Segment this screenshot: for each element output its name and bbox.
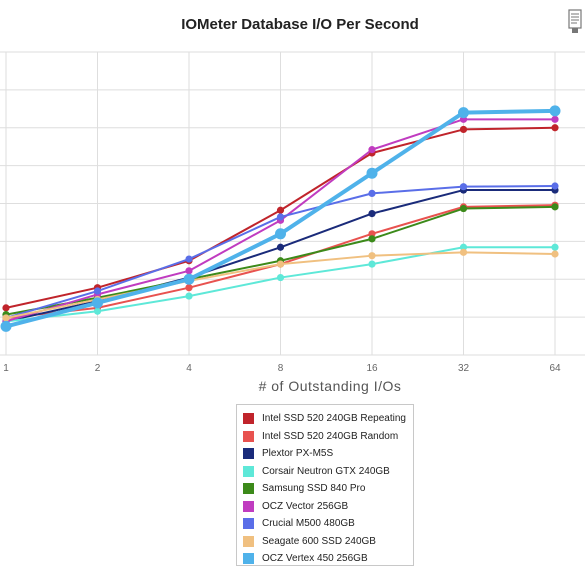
data-point	[458, 107, 469, 119]
data-point	[185, 292, 193, 300]
x-tick-labels: 1 2 4 8 16 32 64	[3, 363, 561, 374]
data-point	[368, 146, 376, 154]
chart-title: IOMeter Database I/O Per Second	[181, 16, 419, 33]
legend-swatch	[243, 413, 254, 425]
x-tick-label: 8	[278, 363, 284, 374]
data-point	[551, 203, 559, 211]
legend-item: Samsung SSD 840 Pro	[237, 480, 413, 498]
data-point	[185, 267, 193, 275]
data-point	[0, 320, 12, 332]
legend-item: Plextor PX-M5S	[237, 445, 413, 463]
data-point	[185, 284, 193, 292]
data-point	[93, 287, 102, 295]
data-point	[2, 314, 10, 322]
data-point	[551, 243, 559, 251]
legend-label: Corsair Neutron GTX 240GB	[262, 465, 390, 477]
data-point	[459, 204, 468, 213]
legend-label: OCZ Vector 256GB	[262, 500, 349, 512]
legend-label: OCZ Vertex 450 256GB	[262, 553, 368, 565]
data-point	[368, 260, 376, 268]
data-point	[459, 125, 468, 134]
chart-plot: 1 2 4 8 16 32 64	[0, 51, 585, 374]
legend-swatch	[243, 430, 254, 442]
data-point	[183, 273, 195, 285]
legend-label: Seagate 600 SSD 240GB	[262, 535, 376, 547]
data-point	[459, 243, 468, 251]
data-point	[276, 243, 285, 251]
data-point	[276, 260, 285, 268]
data-point	[276, 206, 285, 214]
legend-label: Crucial M500 480GB	[262, 518, 355, 530]
x-tick-label: 1	[3, 363, 9, 374]
legend: Intel SSD 520 240GB Repeating Intel SSD 5…	[236, 404, 414, 566]
data-point	[368, 210, 376, 218]
x-axis-label: # of Outstanding I/Os	[258, 378, 402, 394]
legend-label: Intel SSD 520 240GB Random	[262, 430, 399, 442]
legend-item: Seagate 600 SSD 240GB	[237, 533, 413, 551]
legend-label: Intel SSD 520 240GB Repeating	[262, 413, 406, 425]
data-point	[459, 248, 468, 256]
data-point	[366, 167, 378, 179]
legend-swatch	[243, 483, 254, 495]
data-point	[368, 189, 376, 197]
data-point	[276, 213, 285, 221]
data-point	[551, 182, 559, 190]
data-point	[276, 273, 285, 282]
series-8	[0, 105, 561, 332]
x-tick-label: 16	[366, 363, 378, 374]
legend-item: Crucial M500 480GB	[237, 515, 413, 533]
data-point	[92, 297, 103, 309]
legend-label: Plextor PX-M5S	[262, 448, 334, 460]
legend-swatch	[243, 465, 254, 477]
data-point	[459, 183, 468, 191]
legend-item: Intel SSD 520 240GB Random	[237, 428, 413, 446]
data-point	[93, 307, 102, 315]
x-tick-label: 64	[549, 363, 561, 374]
data-point	[551, 124, 559, 132]
x-tick-label: 4	[186, 363, 192, 374]
data-point	[185, 255, 193, 263]
data-point	[2, 304, 10, 312]
x-tick-label: 32	[458, 363, 470, 374]
legend-swatch	[243, 448, 254, 460]
data-point	[368, 252, 376, 260]
legend-swatch	[243, 500, 254, 512]
series-lines	[0, 105, 561, 332]
site-logo	[568, 9, 582, 33]
legend-item: Intel SSD 520 240GB Repeating	[237, 410, 413, 428]
legend-swatch	[243, 553, 254, 565]
legend-swatch	[243, 535, 254, 547]
legend-item: Corsair Neutron GTX 240GB	[237, 463, 413, 481]
legend-item: OCZ Vertex 450 256GB	[237, 550, 413, 568]
data-point	[551, 250, 559, 258]
data-point	[368, 235, 376, 243]
data-point	[275, 228, 286, 240]
legend-label: Samsung SSD 840 Pro	[262, 483, 366, 495]
data-point	[549, 105, 561, 117]
legend-swatch	[243, 518, 254, 530]
legend-item: OCZ Vector 256GB	[237, 498, 413, 516]
data-point	[551, 115, 559, 123]
x-tick-label: 2	[95, 363, 101, 374]
data-point	[368, 230, 376, 238]
